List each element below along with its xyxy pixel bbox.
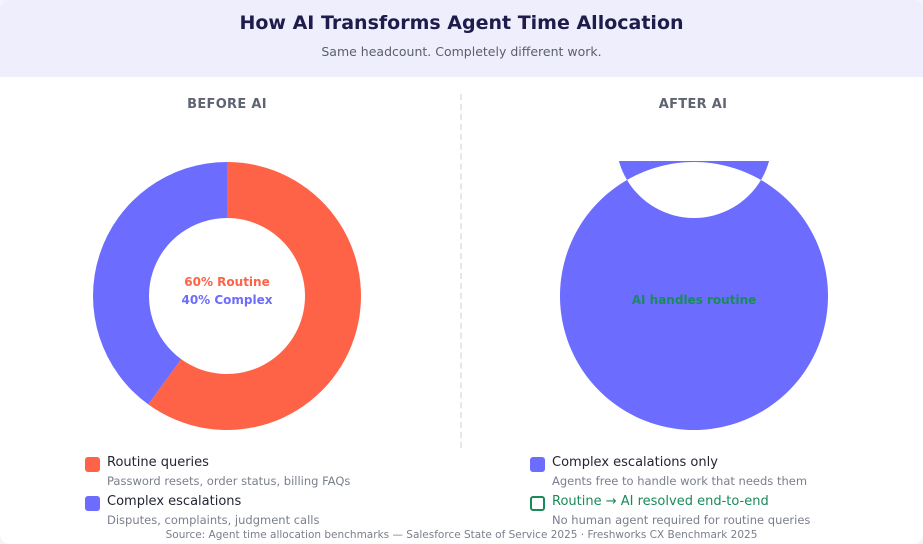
- complex-swatch: [530, 457, 545, 472]
- legend-item-ai-resolved: Routine → AI resolved end-to-end No huma…: [530, 494, 890, 530]
- before-panel-title: BEFORE AI: [187, 97, 267, 112]
- before-center-routine: 60% Routine: [184, 275, 270, 289]
- legend-desc: No human agent required for routine quer…: [552, 513, 811, 527]
- complex-swatch: [85, 496, 100, 511]
- routine-swatch: [85, 457, 100, 472]
- legend-item-complex: Complex escalations Disputes, complaints…: [85, 494, 425, 530]
- legend-desc: Disputes, complaints, judgment calls: [107, 513, 320, 527]
- panel-divider: [460, 94, 462, 448]
- ai-outline-swatch: [530, 496, 545, 511]
- chart-subtitle: Same headcount. Completely different wor…: [321, 44, 602, 59]
- donut-slice-complex-escalations-only: [559, 161, 828, 430]
- legend-label: Complex escalations only: [552, 455, 718, 470]
- after-panel-title: AFTER AI: [658, 97, 728, 112]
- after-center-complex: 100% Complex: [644, 275, 744, 289]
- legend-desc: Password resets, order status, billing F…: [107, 474, 351, 488]
- source-note: Source: Agent time allocation benchmarks…: [165, 529, 758, 541]
- before-center-complex: 40% Complex: [181, 293, 273, 307]
- header: How AI Transforms Agent Time Allocation …: [0, 0, 923, 77]
- donut-slice-routine-queries: [148, 162, 361, 430]
- legend-label: Complex escalations: [107, 494, 242, 509]
- legend-label: Routine → AI resolved end-to-end: [552, 494, 769, 509]
- donut-slice-complex-escalations: [93, 162, 228, 405]
- legend-item-routine: Routine queries Password resets, order s…: [85, 455, 425, 491]
- chart-title: How AI Transforms Agent Time Allocation: [239, 12, 684, 34]
- legend-item-complex-only: Complex escalations only Agents free to …: [530, 455, 890, 491]
- legend-label: Routine queries: [107, 455, 209, 470]
- after-donut-chart: [559, 161, 828, 430]
- legend-desc: Agents free to handle work that needs th…: [552, 474, 808, 488]
- before-donut-chart: [93, 162, 361, 430]
- after-center-ai: AI handles routine: [631, 293, 757, 307]
